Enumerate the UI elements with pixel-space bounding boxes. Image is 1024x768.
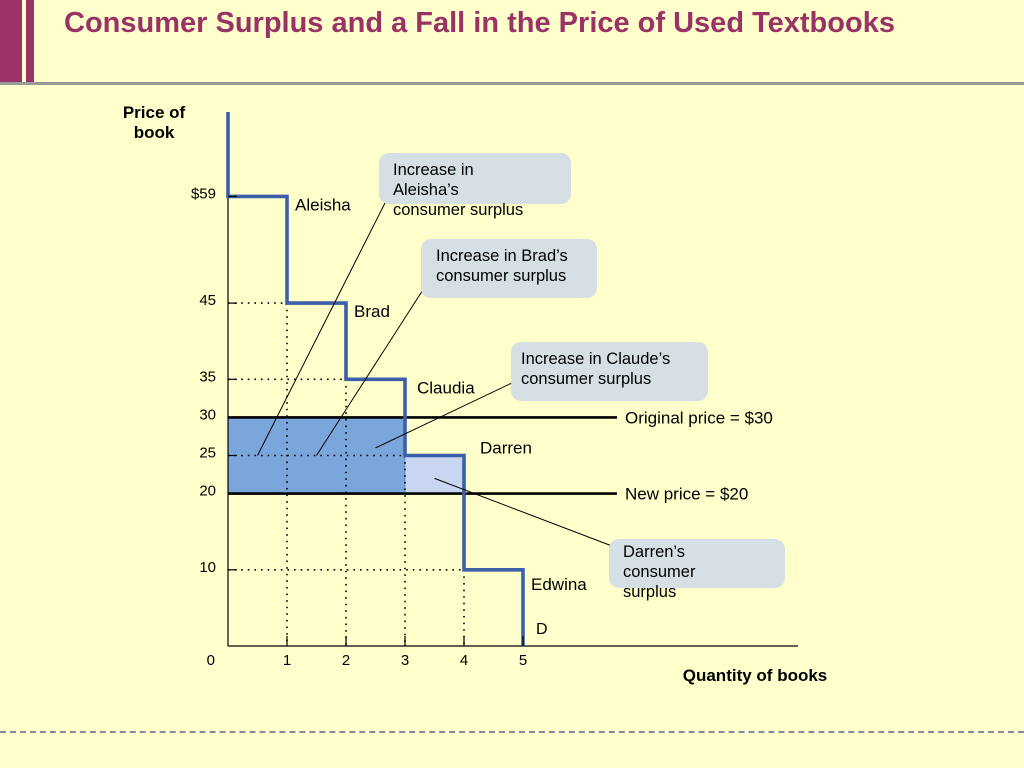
y-tick-label-35: 35 bbox=[199, 368, 216, 385]
slide-title: Consumer Surplus and a Fall in the Price… bbox=[64, 7, 895, 39]
callout-text-2-line-2: consumer surplus bbox=[436, 267, 566, 285]
callout-box-1 bbox=[379, 153, 571, 204]
callout-text-3-line-1: Increase in Claude’s bbox=[521, 350, 670, 368]
callout-text-4-line-2: consumer bbox=[623, 563, 696, 581]
callout-3: Increase in Claude’s consumer surplus bbox=[375, 342, 708, 449]
callout-leader-1 bbox=[257, 200, 387, 456]
callout-box-4 bbox=[609, 539, 785, 588]
callout-text-3-line-2: consumer surplus bbox=[521, 370, 651, 388]
callout-leader-4 bbox=[434, 477, 613, 547]
demand-label: D bbox=[536, 621, 548, 638]
callout-4: Darren’s consumer surplus bbox=[434, 477, 785, 601]
demand-curve bbox=[226, 112, 525, 646]
x-tick-label-2: 2 bbox=[342, 652, 350, 669]
buyer-label-aleisha: Aleisha bbox=[295, 195, 351, 214]
callout-text-4-line-3: surplus bbox=[623, 583, 676, 601]
surplus-area-new bbox=[404, 455, 465, 494]
price-line-label-30: Original price = $30 bbox=[625, 408, 773, 427]
x-axis-title: Quantity of books bbox=[683, 666, 828, 685]
callout-text-1-line-2: Aleisha’s bbox=[393, 181, 459, 199]
callout-box-2 bbox=[421, 239, 597, 298]
buyer-label-claudia: Claudia bbox=[417, 378, 475, 397]
x-tick-label-4: 4 bbox=[460, 652, 468, 669]
callout-text-1-line-3: consumer surplus bbox=[393, 201, 523, 219]
footer-dashed-rule bbox=[0, 731, 1024, 733]
buyer-label-brad: Brad bbox=[354, 302, 390, 321]
price-line-label-20: New price = $20 bbox=[625, 485, 748, 504]
callout-text-4-line-1: Darren’s bbox=[623, 543, 685, 561]
y-tick-label-10: 10 bbox=[199, 559, 216, 576]
y-tick-label-20: 20 bbox=[199, 483, 216, 500]
title-accent-bar-narrow bbox=[26, 0, 34, 82]
buyer-label-edwina: Edwina bbox=[531, 575, 587, 594]
callout-text-2-line-1: Increase in Brad’s bbox=[436, 247, 568, 265]
y-axis-title-line1: Price of bbox=[123, 103, 186, 122]
y-tick-label-25: 25 bbox=[199, 445, 216, 462]
callout-box-3 bbox=[511, 342, 708, 401]
callout-2: Increase in Brad’s consumer surplus bbox=[316, 239, 597, 456]
y-tick-label-59: $59 bbox=[191, 185, 216, 202]
title-accent-bars bbox=[0, 0, 34, 82]
x-tick-label-1: 1 bbox=[283, 652, 291, 669]
y-axis-title-line2: book bbox=[134, 123, 175, 142]
callout-leader-2 bbox=[316, 281, 429, 456]
title-accent-bar-wide bbox=[0, 0, 22, 82]
x-tick-label-3: 3 bbox=[401, 652, 409, 669]
y-tick-label-30: 30 bbox=[199, 406, 216, 423]
title-divider bbox=[0, 82, 1024, 85]
buyer-label-darren: Darren bbox=[480, 439, 532, 458]
x-tick-label-5: 5 bbox=[519, 652, 527, 669]
callout-text-1-line-1: Increase in bbox=[393, 161, 474, 179]
callout-leader-3 bbox=[375, 381, 515, 449]
y-tick-label-45: 45 bbox=[199, 292, 216, 309]
callout-1: Increase in Aleisha’s consumer surplus bbox=[257, 153, 571, 456]
origin-label: 0 bbox=[207, 652, 215, 669]
